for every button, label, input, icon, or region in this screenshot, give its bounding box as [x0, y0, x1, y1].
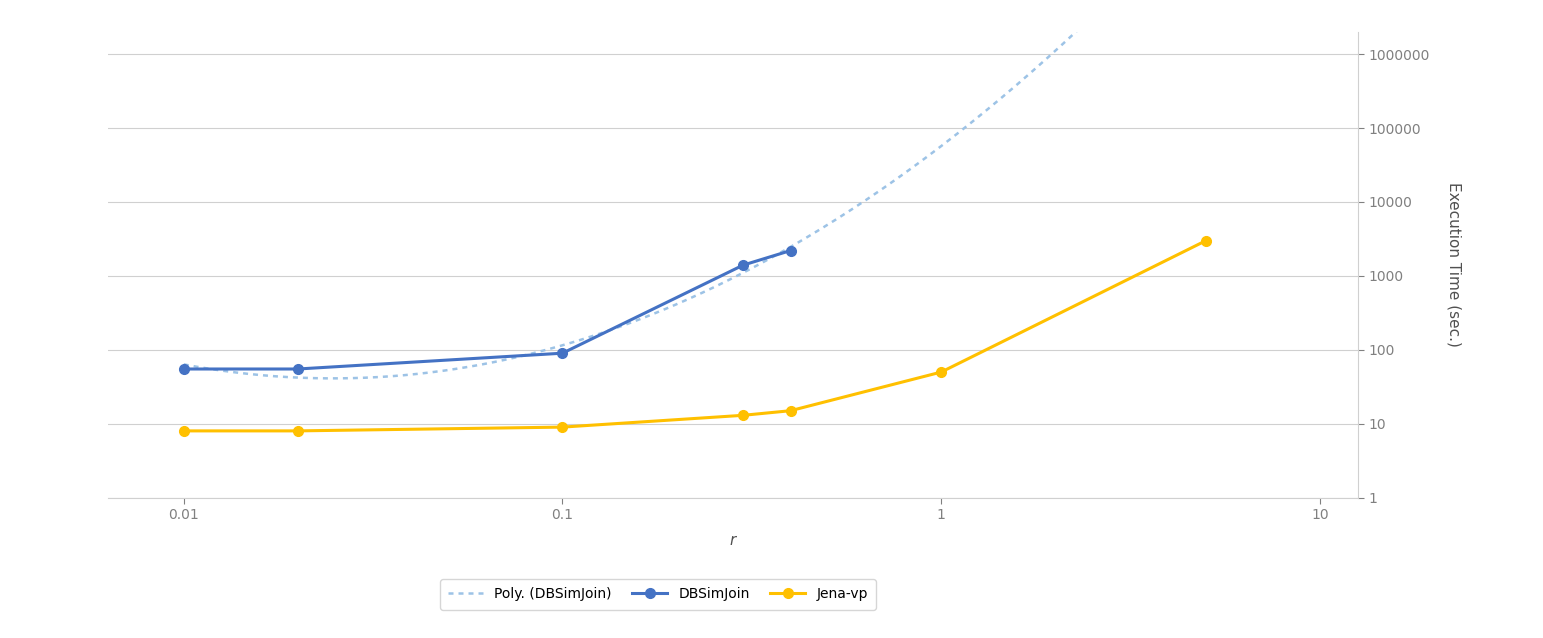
Poly. (DBSimJoin)	[818, 221, 836, 229]
Line: DBSimJoin: DBSimJoin	[179, 246, 795, 374]
Jena-vp	[781, 407, 799, 415]
DBSimJoin	[554, 350, 572, 357]
Jena-vp	[289, 427, 307, 434]
DBSimJoin	[781, 247, 799, 255]
Jena-vp	[174, 427, 193, 434]
X-axis label: r: r	[730, 533, 736, 548]
Jena-vp	[1197, 237, 1216, 244]
Poly. (DBSimJoin)	[1060, 34, 1079, 42]
Jena-vp	[734, 412, 753, 419]
Jena-vp	[554, 423, 572, 431]
Poly. (DBSimJoin)	[759, 255, 778, 263]
Legend: Poly. (DBSimJoin), DBSimJoin, Jena-vp: Poly. (DBSimJoin), DBSimJoin, Jena-vp	[440, 579, 876, 610]
DBSimJoin	[289, 365, 307, 373]
Poly. (DBSimJoin)	[174, 360, 193, 368]
Poly. (DBSimJoin)	[688, 291, 707, 299]
Poly. (DBSimJoin)	[694, 288, 713, 295]
DBSimJoin	[174, 365, 193, 373]
Line: Jena-vp: Jena-vp	[179, 236, 1211, 436]
Line: Poly. (DBSimJoin): Poly. (DBSimJoin)	[184, 0, 1261, 378]
Jena-vp	[932, 368, 950, 376]
DBSimJoin	[734, 262, 753, 269]
Poly. (DBSimJoin)	[324, 375, 343, 382]
Y-axis label: Execution Time (sec.): Execution Time (sec.)	[1446, 182, 1461, 347]
